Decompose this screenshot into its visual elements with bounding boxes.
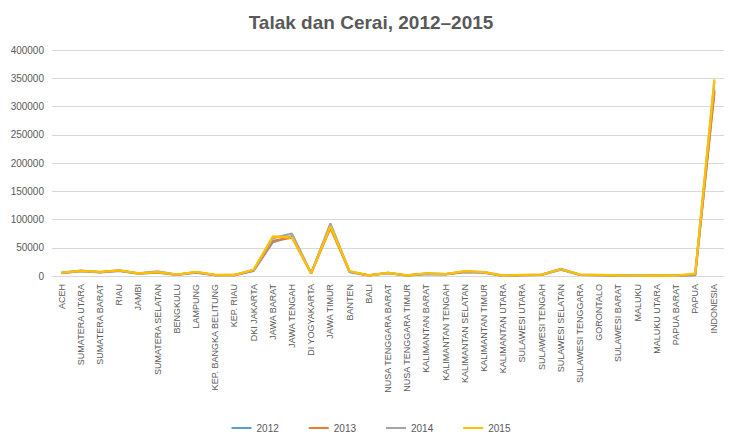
svg-text:DI YOGYAKARTA: DI YOGYAKARTA: [306, 284, 316, 356]
svg-text:NUSA TENGGARA TIMUR: NUSA TENGGARA TIMUR: [402, 284, 412, 392]
svg-text:SUMATERA UTARA: SUMATERA UTARA: [76, 284, 86, 365]
svg-text:400000: 400000: [11, 45, 45, 56]
svg-text:250000: 250000: [11, 129, 45, 140]
svg-text:KALIMANTAN TENGAH: KALIMANTAN TENGAH: [441, 284, 451, 381]
svg-text:RIAU: RIAU: [114, 284, 124, 306]
svg-text:JAWA TIMUR: JAWA TIMUR: [325, 284, 335, 339]
svg-text:NUSA TENGGARA BARAT: NUSA TENGGARA BARAT: [383, 284, 393, 393]
svg-text:2012: 2012: [257, 423, 280, 434]
svg-text:KALIMANTAN SELATAN: KALIMANTAN SELATAN: [460, 284, 470, 383]
svg-text:SUMATERA BARAT: SUMATERA BARAT: [95, 284, 105, 365]
svg-text:BENGKULU: BENGKULU: [172, 284, 182, 334]
svg-text:JAWA BARAT: JAWA BARAT: [268, 284, 278, 340]
svg-text:SULAWESI TENGAH: SULAWESI TENGAH: [537, 284, 547, 370]
svg-text:KEP. BANGKA BELITUNG: KEP. BANGKA BELITUNG: [210, 284, 220, 390]
svg-text:JAMBI: JAMBI: [133, 284, 143, 311]
svg-text:350000: 350000: [11, 73, 45, 84]
svg-text:2015: 2015: [488, 423, 511, 434]
svg-text:KEP. RIAU: KEP. RIAU: [229, 284, 239, 327]
svg-text:SUMATERA SELATAN: SUMATERA SELATAN: [153, 284, 163, 375]
svg-text:KALIMANTAN TIMUR: KALIMANTAN TIMUR: [479, 284, 489, 372]
svg-text:ACEH: ACEH: [57, 284, 67, 309]
svg-text:Talak dan Cerai, 2012–2015: Talak dan Cerai, 2012–2015: [249, 12, 494, 33]
svg-text:BANTEN: BANTEN: [345, 284, 355, 321]
svg-text:300000: 300000: [11, 101, 45, 112]
svg-text:100000: 100000: [11, 214, 45, 225]
svg-text:DKI JAKARTA: DKI JAKARTA: [249, 284, 259, 341]
svg-text:200000: 200000: [11, 158, 45, 169]
svg-text:BALI: BALI: [364, 284, 374, 304]
svg-text:JAWA TENGAH: JAWA TENGAH: [287, 284, 297, 348]
svg-text:PAPUA: PAPUA: [690, 284, 700, 314]
svg-text:2014: 2014: [411, 423, 434, 434]
svg-text:SULAWESI UTARA: SULAWESI UTARA: [517, 284, 527, 363]
svg-text:SULAWESI SELATAN: SULAWESI SELATAN: [556, 284, 566, 372]
svg-text:LAMPUNG: LAMPUNG: [191, 284, 201, 329]
svg-text:INDONESIA: INDONESIA: [709, 284, 719, 334]
svg-text:PAPUA BARAT: PAPUA BARAT: [671, 284, 681, 346]
svg-text:KALIMANTAN BARAT: KALIMANTAN BARAT: [421, 284, 431, 373]
svg-text:MALUKU: MALUKU: [633, 284, 643, 322]
svg-text:50000: 50000: [16, 242, 44, 253]
svg-text:KALIMANTAN UTARA: KALIMANTAN UTARA: [498, 284, 508, 373]
svg-text:SULAWESI TENGGARA: SULAWESI TENGGARA: [575, 284, 585, 383]
svg-text:MALUKU UTARA: MALUKU UTARA: [652, 284, 662, 354]
svg-text:GORONTALO: GORONTALO: [594, 284, 604, 341]
svg-text:0: 0: [38, 271, 44, 282]
svg-text:SULAWESI BARAT: SULAWESI BARAT: [613, 284, 623, 363]
svg-text:2013: 2013: [334, 423, 357, 434]
svg-text:150000: 150000: [11, 186, 45, 197]
